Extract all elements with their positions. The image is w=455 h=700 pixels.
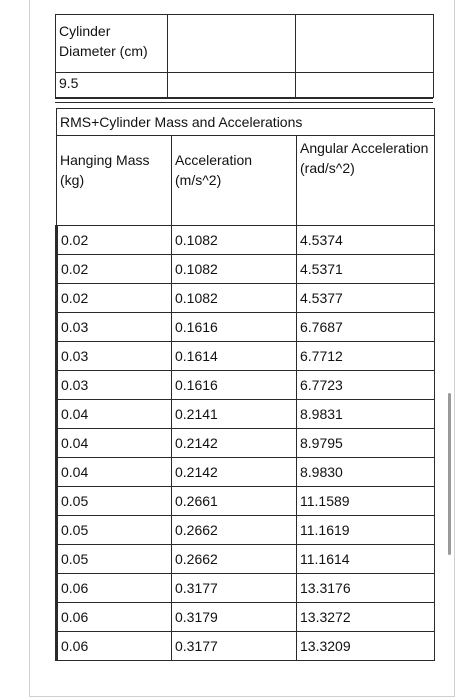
double-rule	[55, 98, 433, 99]
cell-acceleration: 0.2662	[171, 515, 297, 545]
cell-acceleration: 0.1082	[171, 283, 297, 313]
table-row: 0.06 0.3179 13.3272	[55, 602, 436, 632]
cell-angular-acceleration: 11.1589	[295, 486, 436, 516]
cell-acceleration: 0.2142	[171, 428, 297, 458]
table-row: 0.04 0.2142 8.9830	[55, 457, 436, 487]
cell-angular-acceleration: 6.7687	[295, 312, 436, 342]
accelerations-table: RMS+Cylinder Mass and Accelerations Hang…	[55, 108, 436, 661]
table-row: 0.03 0.1616 6.7687	[55, 312, 436, 342]
table-title-row: RMS+Cylinder Mass and Accelerations	[55, 108, 436, 136]
cell-angular-acceleration: 11.1614	[295, 544, 436, 574]
cell-hanging-mass: 0.06	[55, 573, 172, 603]
table-row: 0.02 0.1082 4.5371	[55, 254, 436, 284]
cell-acceleration: 0.3179	[171, 602, 297, 632]
diameter-label: Cylinder Diameter (cm)	[55, 14, 168, 73]
table-row: 0.06 0.3177 13.3176	[55, 573, 436, 603]
table-row: 0.04 0.2142 8.9795	[55, 428, 436, 458]
cell-acceleration: 0.2142	[171, 457, 297, 487]
cell-angular-acceleration: 8.9795	[295, 428, 436, 458]
empty-cell	[167, 72, 296, 98]
cell-acceleration: 0.2661	[171, 486, 297, 516]
cell-angular-acceleration: 4.5371	[295, 254, 436, 284]
cell-angular-acceleration: 8.9830	[295, 457, 436, 487]
cell-angular-acceleration: 6.7723	[295, 370, 436, 400]
cell-hanging-mass: 0.06	[55, 602, 172, 632]
table-row: 0.05 0.2662 11.1619	[55, 515, 436, 545]
scrollbar[interactable]	[448, 393, 451, 555]
table-row: 0.06 0.3177 13.3209	[55, 631, 436, 661]
table-row: 0.03 0.1614 6.7712	[55, 341, 436, 371]
cell-hanging-mass: 0.04	[55, 428, 172, 458]
cell-hanging-mass: 0.03	[55, 341, 172, 371]
cell-acceleration: 0.1614	[171, 341, 297, 371]
cell-angular-acceleration: 11.1619	[295, 515, 436, 545]
cell-hanging-mass: 0.05	[55, 515, 172, 545]
diameter-table: Cylinder Diameter (cm) 9.5	[55, 14, 434, 98]
column-header-angular-acceleration: Angular Acceleration (rad/s^2)	[295, 135, 436, 226]
table-row: 0.05 0.2661 11.1589	[55, 486, 436, 516]
cell-angular-acceleration: 6.7712	[295, 341, 436, 371]
cell-angular-acceleration: 13.3272	[295, 602, 436, 632]
cell-acceleration: 0.3177	[171, 631, 297, 661]
cell-acceleration: 0.1082	[171, 254, 297, 284]
cell-hanging-mass: 0.04	[55, 457, 172, 487]
table-row: 0.02 0.1082 4.5374	[55, 225, 436, 255]
table-row: 0.05 0.2662 11.1614	[55, 544, 436, 574]
double-rule	[55, 102, 433, 103]
cell-hanging-mass: 0.06	[55, 631, 172, 661]
table-row: 0.02 0.1082 4.5377	[55, 283, 436, 313]
cell-hanging-mass: 0.02	[55, 254, 172, 284]
table-row: 0.03 0.1616 6.7723	[55, 370, 436, 400]
empty-cell	[295, 14, 434, 73]
column-header-hanging-mass: Hanging Mass (kg)	[56, 135, 172, 226]
cell-acceleration: 0.1616	[171, 370, 297, 400]
table-header-row: Hanging Mass (kg) Acceleration (m/s^2) A…	[56, 135, 436, 226]
diameter-value: 9.5	[55, 72, 168, 98]
cell-hanging-mass: 0.03	[55, 312, 172, 342]
cell-hanging-mass: 0.02	[55, 283, 172, 313]
cell-angular-acceleration: 4.5374	[295, 225, 436, 255]
cell-acceleration: 0.1082	[171, 225, 297, 255]
cell-angular-acceleration: 8.9831	[295, 399, 436, 429]
cell-hanging-mass: 0.02	[55, 225, 172, 255]
cell-hanging-mass: 0.05	[55, 486, 172, 516]
empty-cell	[167, 14, 296, 73]
column-header-acceleration: Acceleration (m/s^2)	[171, 135, 297, 226]
cell-hanging-mass: 0.05	[55, 544, 172, 574]
table-row: 9.5	[55, 72, 434, 98]
cell-angular-acceleration: 4.5377	[295, 283, 436, 313]
table-row: Cylinder Diameter (cm)	[55, 14, 434, 73]
cell-angular-acceleration: 13.3176	[295, 573, 436, 603]
cell-acceleration: 0.2141	[171, 399, 297, 429]
table-row: 0.04 0.2141 8.9831	[55, 399, 436, 429]
cell-acceleration: 0.2662	[171, 544, 297, 574]
cell-hanging-mass: 0.03	[55, 370, 172, 400]
cell-angular-acceleration: 13.3209	[295, 631, 436, 661]
cell-acceleration: 0.3177	[171, 573, 297, 603]
table-title: RMS+Cylinder Mass and Accelerations	[55, 108, 436, 136]
empty-cell	[295, 72, 434, 98]
cell-hanging-mass: 0.04	[55, 399, 172, 429]
cell-acceleration: 0.1616	[171, 312, 297, 342]
